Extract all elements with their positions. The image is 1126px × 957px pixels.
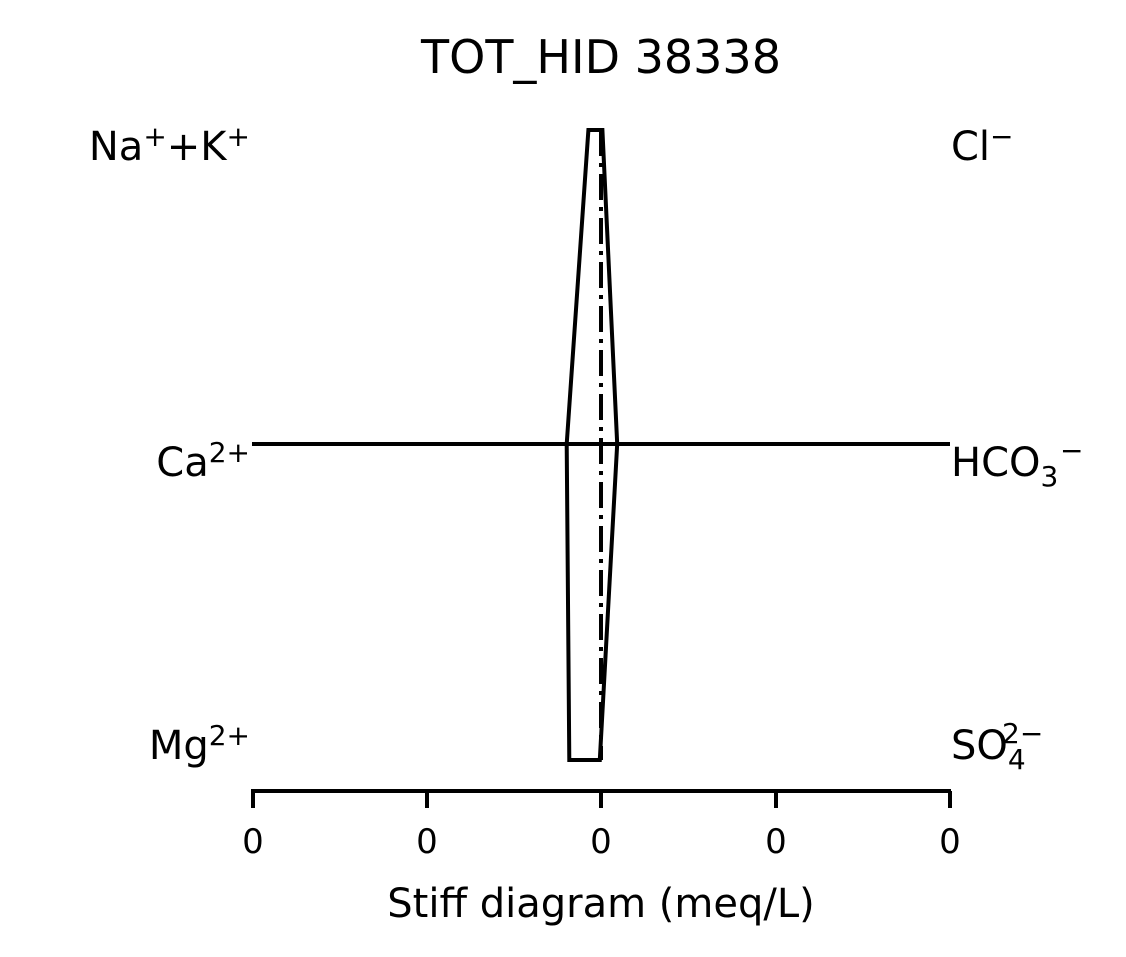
x-tick-label-4: 0 bbox=[765, 822, 787, 862]
chart-title: TOT_HID 38338 bbox=[420, 30, 781, 84]
anion-label-so4: SO42− bbox=[951, 717, 1043, 776]
anion-label-hco3: HCO3− bbox=[951, 434, 1083, 493]
x-tick-label-3: 0 bbox=[590, 822, 612, 862]
x-axis-tick-labels: 0 0 0 0 0 bbox=[242, 822, 961, 862]
cation-label-ca: Ca2+ bbox=[156, 436, 250, 486]
stiff-polygon bbox=[564, 128, 620, 762]
cation-label-na-k: Na++K+ bbox=[89, 120, 250, 170]
cation-label-mg: Mg2+ bbox=[149, 719, 250, 769]
x-tick-label-1: 0 bbox=[242, 822, 264, 862]
x-tick-label-2: 0 bbox=[416, 822, 438, 862]
x-tick-label-5: 0 bbox=[939, 822, 961, 862]
x-axis-ticks bbox=[251, 791, 952, 808]
anion-label-cl: Cl− bbox=[951, 120, 1014, 170]
x-axis-label: Stiff diagram (meq/L) bbox=[387, 881, 814, 927]
